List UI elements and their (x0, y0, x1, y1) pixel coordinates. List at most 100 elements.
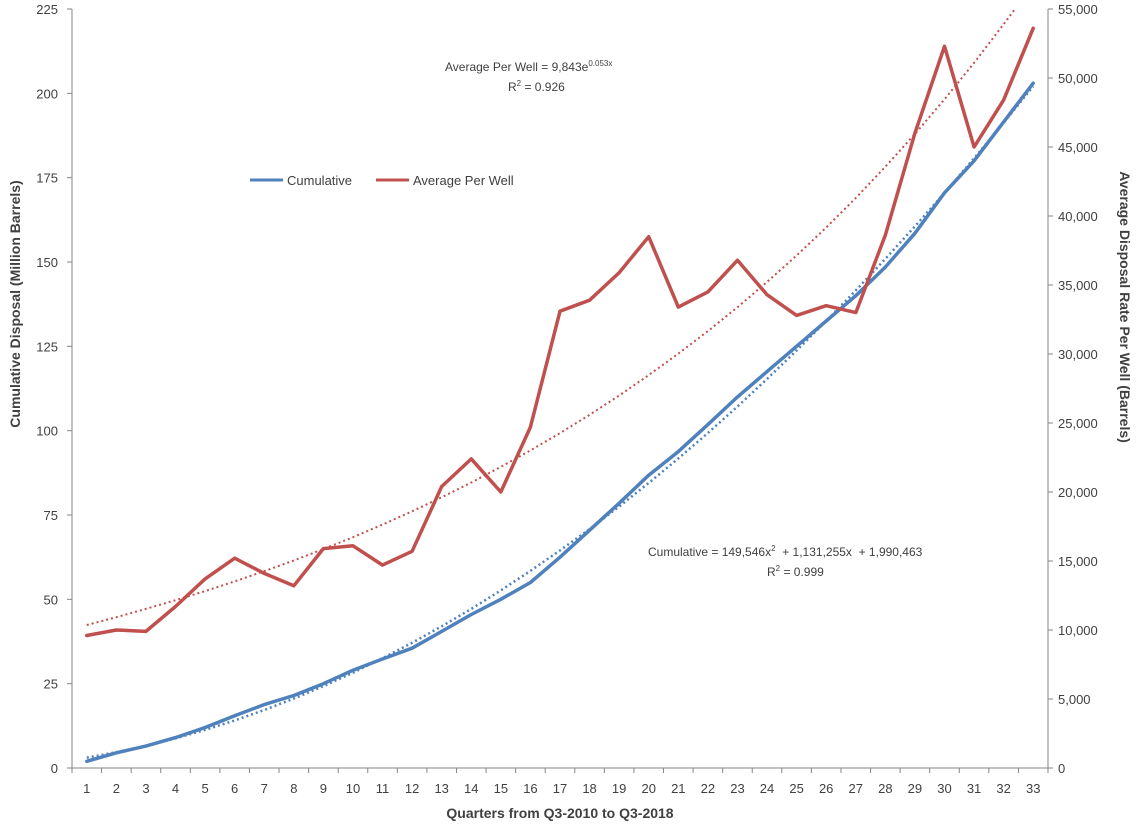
right-tick-label: 10,000 (1058, 623, 1098, 638)
cumulative-point (499, 598, 502, 601)
average-equation: Average Per Well = 9,843e (445, 60, 589, 74)
average-per-well-point (1002, 98, 1005, 102)
left-tick-label: 75 (44, 508, 58, 523)
average-r2-value: = 0.926 (521, 80, 565, 94)
legend-average-label: Average Per Well (413, 173, 514, 188)
x-tick-label: 15 (494, 781, 508, 796)
average-per-well-point (825, 304, 828, 307)
cumulative-point (618, 502, 621, 505)
left-axis-ticks: 0 25 50 75 100 125 150 175 200 225 (36, 2, 72, 776)
average-per-well-point (115, 628, 118, 632)
cumulative-r2-sup: 2 (776, 564, 781, 573)
svg-text:R2 = 0.999: R2 = 0.999 (767, 564, 824, 579)
x-tick-label: 20 (641, 781, 655, 796)
left-axis-title: Cumulative Disposal (Million Barrels) (7, 180, 23, 427)
average-per-well-point (351, 544, 355, 547)
left-tick-label: 200 (36, 86, 58, 101)
right-tick-label: 25,000 (1058, 416, 1098, 431)
cumulative-point (1032, 82, 1035, 85)
average-per-well-point (972, 145, 976, 149)
x-axis-ticks: 1 2 3 4 5 6 7 8 9 10 11 12 13 14 15 16 17 18 19 20 21 22 23 24 2… (71, 768, 1049, 796)
cumulative-r2-label: R (767, 565, 776, 579)
cumulative-point (233, 714, 236, 717)
cumulative-equation-sup: 2 (771, 544, 776, 553)
right-axis-ticks: 0 5,000 10,000 15,000 20,000 25,000 30,000 35,0… (1048, 2, 1098, 776)
average-per-well-point (795, 314, 798, 317)
right-tick-label: 50,000 (1058, 71, 1098, 86)
cumulative-point (203, 726, 207, 729)
cumulative-point (1002, 120, 1005, 124)
svg-text:Cumulative = 149,546x2 + 1,13: Cumulative = 149,546x2 + 1,131,255x + 1,… (648, 544, 923, 559)
cumulative-point (440, 630, 443, 633)
cumulative-point (322, 682, 325, 685)
right-axis-title: Average Disposal Rate Per Well (Barrels) (1117, 171, 1133, 443)
left-tick-label: 225 (36, 2, 58, 17)
right-tick-label: 30,000 (1058, 347, 1098, 362)
cumulative-point (677, 450, 680, 453)
left-tick-label: 150 (36, 255, 58, 270)
annotation-cumulative-trend: Cumulative = 149,546x2 + 1,131,255x + 1,… (648, 544, 923, 579)
x-tick-label: 29 (908, 781, 922, 796)
cumulative-point (381, 657, 384, 661)
cumulative-point (972, 159, 976, 162)
series-lines (85, 26, 1035, 764)
average-per-well-point (677, 305, 680, 309)
average-per-well-point (292, 584, 295, 587)
x-tick-label: 4 (172, 781, 179, 796)
right-tick-label: 40,000 (1058, 209, 1098, 224)
cumulative-point (410, 647, 414, 650)
x-tick-label: 11 (376, 781, 390, 796)
x-tick-label: 24 (760, 781, 774, 796)
x-tick-label: 22 (701, 781, 715, 796)
cumulative-point (825, 319, 828, 323)
x-tick-label: 27 (849, 781, 863, 796)
x-tick-label: 9 (320, 781, 327, 796)
legend: Cumulative Average Per Well (250, 173, 514, 188)
average-per-well-point (706, 290, 710, 294)
x-tick-label: 13 (434, 781, 448, 796)
x-tick-label: 6 (231, 781, 238, 796)
x-tick-label: 21 (671, 781, 685, 796)
average-per-well-point (647, 235, 650, 238)
left-tick-label: 100 (36, 424, 58, 439)
x-tick-label: 7 (261, 781, 268, 796)
right-tick-label: 5,000 (1058, 692, 1091, 707)
average-per-well-point (174, 605, 177, 608)
cumulative-point (884, 265, 887, 269)
x-tick-label: 14 (464, 781, 478, 796)
cumulative-r2-value: = 0.999 (780, 565, 824, 579)
average-per-well-point (558, 310, 562, 313)
right-tick-label: 0 (1058, 761, 1065, 776)
average-trendline (86, 8, 1016, 626)
legend-cumulative-label: Cumulative (287, 173, 352, 188)
x-tick-label: 16 (523, 781, 537, 796)
x-tick-label: 1 (83, 781, 90, 796)
x-tick-label: 30 (937, 781, 951, 796)
average-per-well-point (588, 299, 591, 302)
average-per-well-point (322, 547, 325, 550)
cumulative-equation: Cumulative = 149,546x (648, 545, 771, 559)
svg-text:Average Per Well = 9,843e0.053: Average Per Well = 9,843e0.053x (445, 59, 612, 74)
right-tick-label: 45,000 (1058, 140, 1098, 155)
trendlines (86, 8, 1035, 759)
average-per-well-point (499, 490, 502, 494)
average-per-well-point (913, 132, 917, 135)
right-tick-label: 20,000 (1058, 485, 1098, 500)
x-tick-label: 10 (346, 781, 360, 796)
left-tick-label: 25 (44, 677, 58, 692)
average-per-well-point (884, 234, 887, 237)
cumulative-point (263, 703, 266, 706)
cumulative-point (470, 613, 473, 616)
x-tick-label: 17 (553, 781, 567, 796)
left-tick-label: 125 (36, 339, 58, 354)
average-per-well-point (440, 485, 443, 488)
average-per-well-point (263, 572, 266, 575)
average-per-well-point (233, 557, 236, 560)
cumulative-point (913, 232, 917, 235)
average-per-well-point (203, 577, 207, 581)
x-tick-label: 23 (730, 781, 744, 796)
cumulative-point (292, 694, 295, 697)
x-tick-label: 19 (612, 781, 626, 796)
x-tick-label: 5 (201, 781, 208, 796)
cumulative-point (765, 370, 769, 373)
